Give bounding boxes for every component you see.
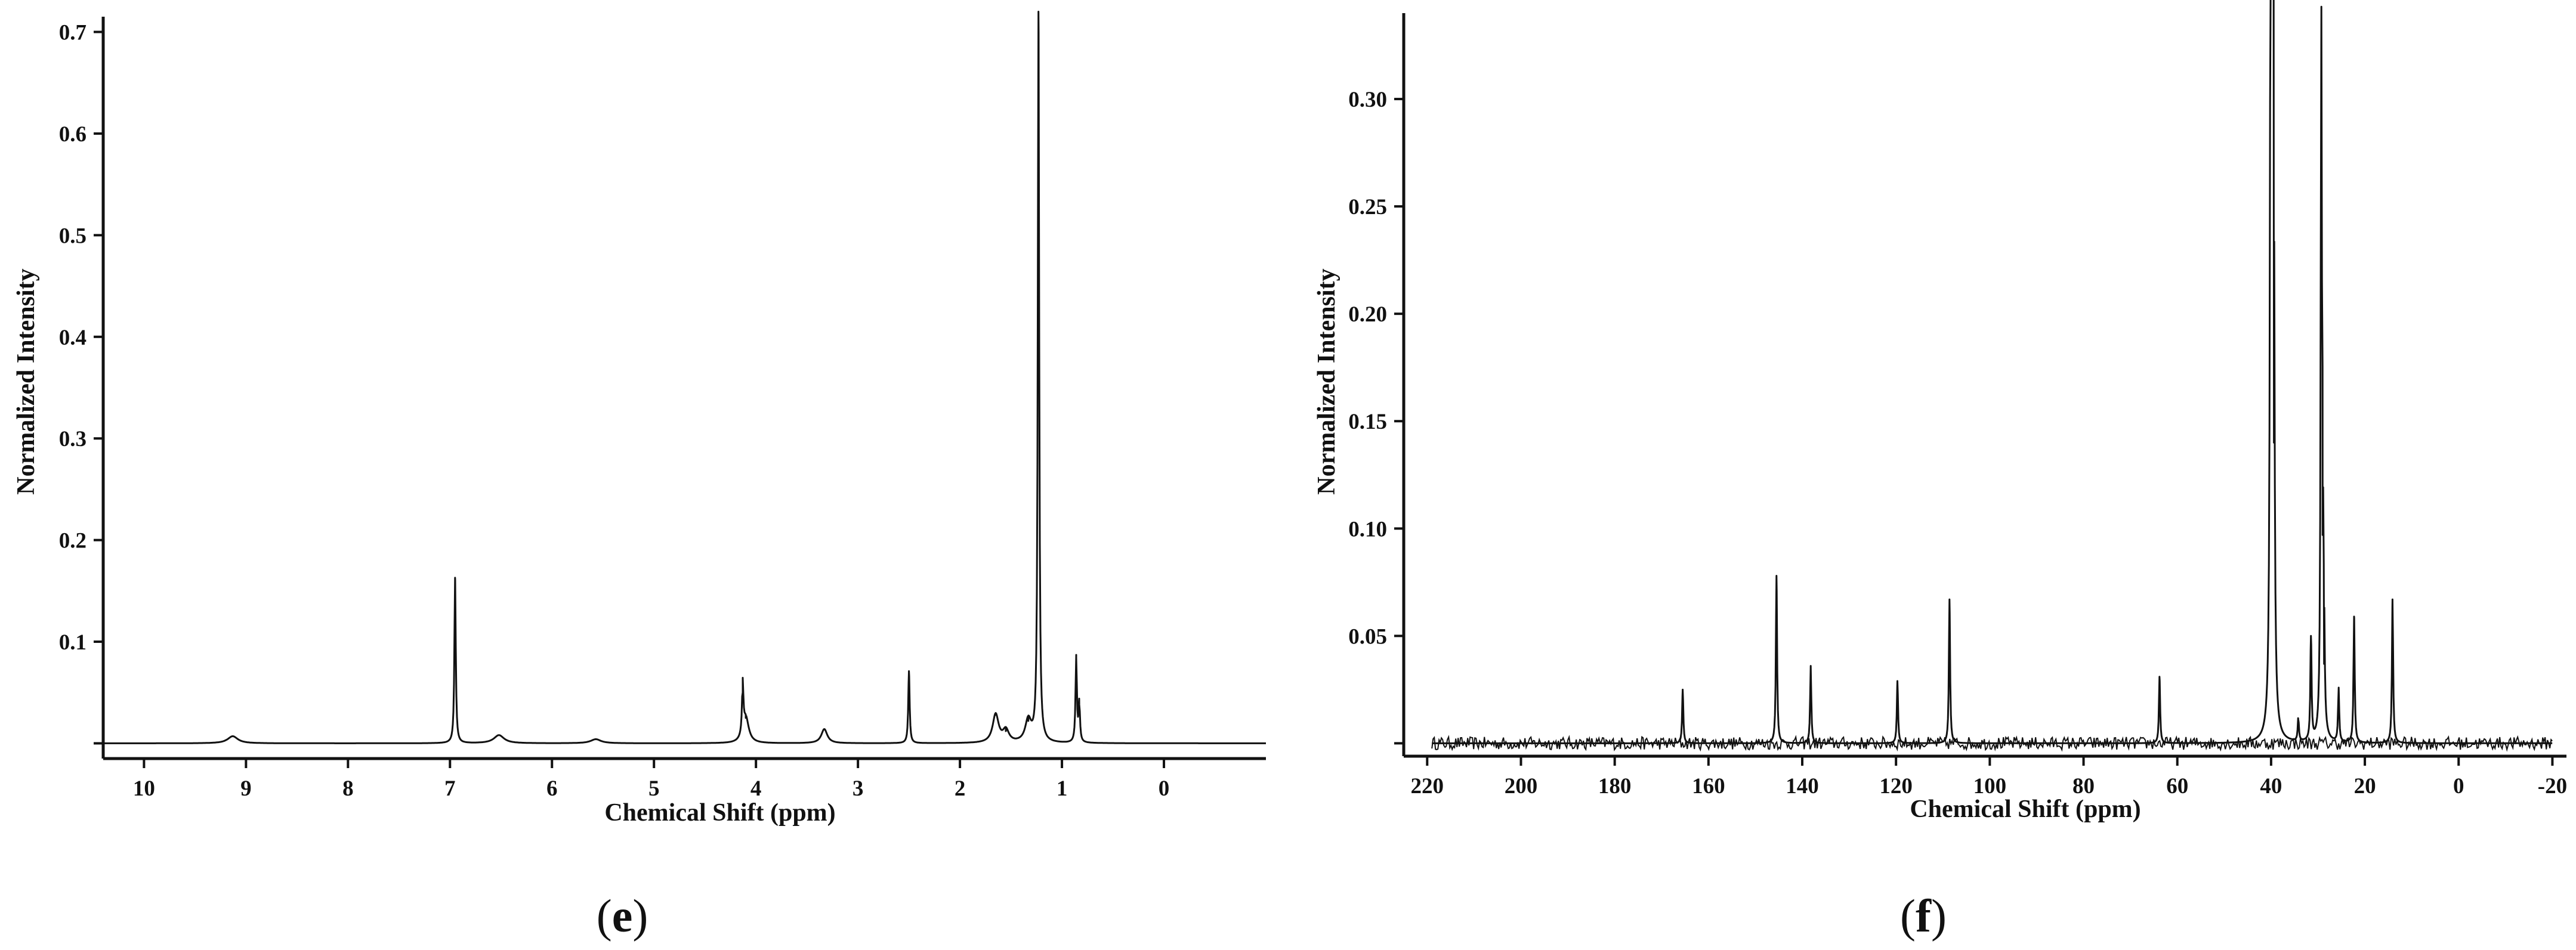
panel-e-x-tick-label: 10: [133, 776, 155, 801]
panel-e-y-tick-label: 0.5: [59, 224, 87, 248]
panel-e-x-tick-label: 5: [648, 776, 660, 801]
panel-f-y-axis-title: Normalized Intensity: [1313, 268, 1340, 494]
panel-f-x-axis-title: Chemical Shift (ppm): [1910, 796, 2141, 823]
panel-e-x-tick-label: 8: [342, 776, 354, 801]
panel-f-y-tick-label: 0.15: [1348, 410, 1387, 434]
panel-f-x-tick-label: -20: [2538, 774, 2567, 799]
panel-e-x-tick-label: 4: [750, 776, 762, 801]
panel-f-x-tick-label: 180: [1598, 774, 1632, 799]
panel-e-x-tick-label: 3: [853, 776, 864, 801]
panel-f-x-tick-label: 80: [2072, 774, 2095, 799]
panel-f-x-tick-label: 20: [2354, 774, 2376, 799]
panel-e-y-tick-label: 0.1: [59, 630, 87, 655]
panel-f-x-tick-label: 140: [1786, 774, 1819, 799]
panel-f-y-tick-label: 0.20: [1348, 302, 1387, 327]
panel-e-y-tick-label: 0.6: [59, 122, 87, 147]
panel-e-label: (e): [597, 890, 648, 942]
panel-f-spectrum-line: [1431, 0, 2553, 744]
panel-f-x-tick-label: 0: [2453, 774, 2464, 799]
panel-e-x-tick-label: 7: [444, 776, 456, 801]
panel-e-x-axis-title: Chemical Shift (ppm): [604, 799, 835, 827]
panel-f-y-tick-label: 0.05: [1348, 624, 1387, 649]
panel-f-chart: 220 200 180 160 140 120 100 80 60 40 20 0 -200.050.1…: [1313, 0, 2567, 942]
panel-f-x-tick-label: 120: [1879, 774, 1913, 799]
panel-e-y-tick-label: 0.2: [59, 529, 87, 553]
panel-e-x-tick-label: 0: [1159, 776, 1170, 801]
panel-e-spectrum-line: [103, 11, 1267, 744]
panel-f-x-tick-label: 220: [1411, 774, 1444, 799]
panel-f-x-tick-label: 200: [1505, 774, 1538, 799]
panel-e-y-axis-title: Normalized Intensity: [13, 268, 40, 494]
panel-e-x-tick-label: 9: [240, 776, 252, 801]
panel-f-x-tick-label: 60: [2166, 774, 2188, 799]
panel-f-x-tick-label: 100: [1973, 774, 2007, 799]
panel-e-chart: 10 9 8 7 6 5 4 3 2 1 00.10.20.30.40.50.60.7 Chemic…: [13, 11, 1267, 942]
panel-f-y-tick-label: 0.25: [1348, 195, 1387, 219]
panel-e-y-tick-label: 0.7: [59, 21, 87, 45]
panel-f-ticks: 220 200 180 160 140 120 100 80 60 40 20 0 -200.050.1…: [1348, 88, 2567, 799]
panel-e-ticks: 10 9 8 7 6 5 4 3 2 1 00.10.20.30.40.50.60.7: [59, 21, 1170, 801]
panel-e-x-tick-label: 6: [546, 776, 558, 801]
panel-f-y-tick-label: 0.10: [1348, 517, 1387, 541]
panel-e-x-tick-label: 1: [1057, 776, 1068, 801]
panel-e-y-tick-label: 0.3: [59, 427, 87, 451]
panel-e-y-tick-label: 0.4: [59, 326, 87, 350]
panel-f-x-tick-label: 160: [1692, 774, 1725, 799]
panel-e-x-tick-label: 2: [955, 776, 966, 801]
panel-f-x-tick-label: 40: [2260, 774, 2282, 799]
panel-f-label: (f): [1900, 890, 1947, 942]
panel-f-y-tick-label: 0.30: [1348, 88, 1387, 112]
